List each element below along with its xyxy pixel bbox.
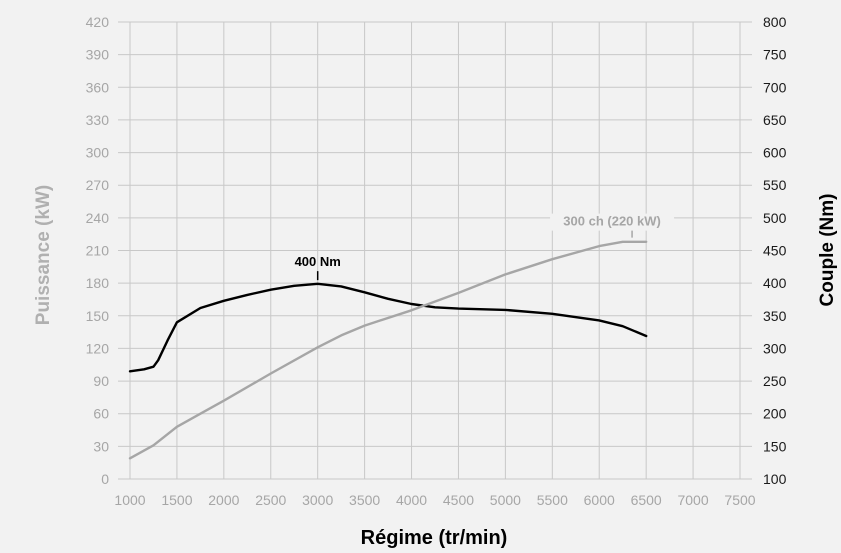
x-tick-label: 2500 <box>255 492 286 508</box>
y-left-tick-label: 270 <box>86 177 110 193</box>
y-right-tick-label: 200 <box>763 406 787 422</box>
y-right-tick-label: 550 <box>763 177 787 193</box>
x-tick-label: 4000 <box>396 492 427 508</box>
x-tick-label: 1500 <box>161 492 192 508</box>
x-tick-label: 5000 <box>490 492 521 508</box>
annotations: 400 Nm 300 ch (220 kW) <box>295 213 675 281</box>
y-left-tick-label: 330 <box>86 112 110 128</box>
x-axis-title: Régime (tr/min) <box>361 527 508 549</box>
y-left-tick-label: 420 <box>86 14 110 30</box>
y-right-tick-label: 350 <box>763 308 787 324</box>
y-left-tick-label: 300 <box>86 145 110 161</box>
y-left-tick-label: 390 <box>86 47 110 63</box>
y-right-tick-label: 450 <box>763 243 787 259</box>
series-layer <box>128 240 648 460</box>
y-left-tick-label: 180 <box>86 275 110 291</box>
y-left-tick-label: 90 <box>93 373 109 389</box>
y-left-tick-label: 240 <box>86 210 110 226</box>
x-tick-label: 4500 <box>443 492 474 508</box>
x-tick-label: 3500 <box>349 492 380 508</box>
y-right-tick-label: 300 <box>763 340 787 356</box>
y-left-axis-title: Puissance (kW) <box>33 185 54 325</box>
power-line <box>128 240 648 460</box>
y-left-tick-label: 60 <box>93 406 109 422</box>
power-peak-label-bg <box>550 213 675 231</box>
y-right-tick-label: 100 <box>763 471 787 487</box>
power-peak-label: 300 ch (220 kW) <box>563 214 661 229</box>
y-left-tick-label: 150 <box>86 308 110 324</box>
x-tick-label: 6000 <box>584 492 615 508</box>
y-right-tick-label: 650 <box>763 112 787 128</box>
y-left-tick-label: 0 <box>101 471 109 487</box>
x-tick-label: 5500 <box>537 492 568 508</box>
ticks: 1000 1500 2000 2500 3000 3500 4000 4500 5000 5500… <box>86 14 787 508</box>
y-right-tick-label: 500 <box>763 210 787 226</box>
y-right-tick-label: 700 <box>763 79 787 95</box>
x-tick-label: 1000 <box>114 492 145 508</box>
x-tick-label: 6500 <box>631 492 662 508</box>
x-tick-label: 3000 <box>302 492 333 508</box>
x-tick-label: 2000 <box>208 492 239 508</box>
torque-line <box>128 282 648 373</box>
y-right-tick-label: 400 <box>763 275 787 291</box>
y-right-axis-title: Couple (Nm) <box>817 194 838 307</box>
y-left-tick-label: 120 <box>86 340 110 356</box>
y-right-tick-label: 800 <box>763 14 787 30</box>
torque-peak-label: 400 Nm <box>295 254 341 269</box>
x-tick-label: 7500 <box>724 492 755 508</box>
y-left-tick-label: 210 <box>86 243 110 259</box>
y-right-tick-label: 250 <box>763 373 787 389</box>
y-right-tick-label: 150 <box>763 438 787 454</box>
y-left-tick-label: 360 <box>86 79 110 95</box>
y-right-tick-label: 600 <box>763 145 787 161</box>
x-tick-label: 7000 <box>677 492 708 508</box>
y-left-tick-label: 30 <box>93 438 109 454</box>
y-right-tick-label: 750 <box>763 47 787 63</box>
